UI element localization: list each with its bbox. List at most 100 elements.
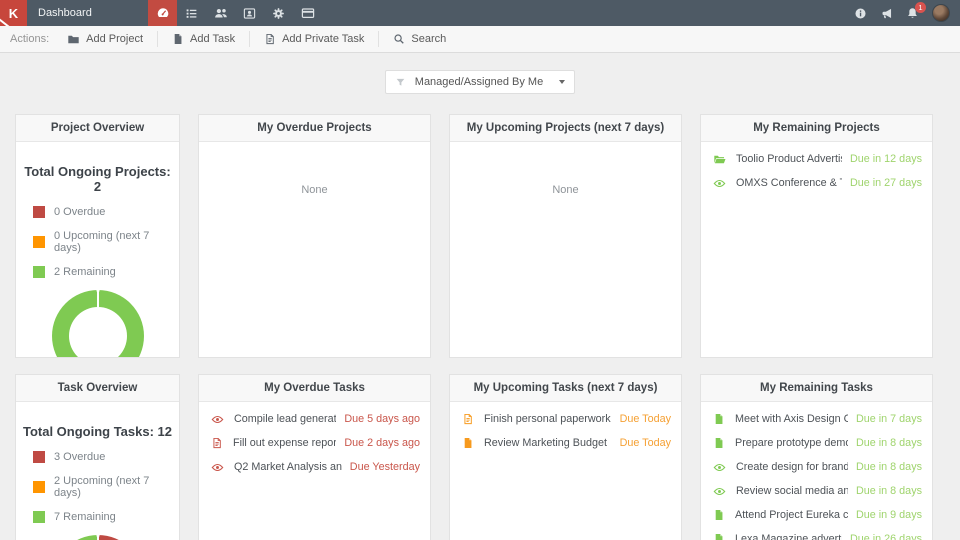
due-date: Due in 26 days (849, 533, 922, 540)
add-task-button[interactable]: Add Task (158, 26, 249, 52)
due-date: Due in 7 days (855, 413, 922, 425)
navbar-right: 1 (854, 1, 960, 22)
due-date: Due 2 days ago (344, 437, 420, 449)
task-row[interactable]: Create design for branding the Due in 8 … (701, 455, 932, 479)
gear-icon (272, 7, 285, 20)
due-date: Due Yesterday (349, 461, 420, 473)
app-logo[interactable]: K (0, 0, 27, 26)
legend-item-overdue: 0 Overdue (33, 206, 179, 218)
user-avatar[interactable] (932, 4, 950, 22)
task-row[interactable]: Finish personal paperwork Due Today (450, 407, 681, 431)
broadcast-button[interactable] (880, 7, 893, 20)
add-project-button[interactable]: Add Project (53, 26, 157, 52)
file-icon (713, 533, 725, 540)
file-icon (713, 509, 725, 521)
remaining-swatch (33, 266, 45, 278)
add-private-task-button[interactable]: Add Private Task (250, 26, 378, 52)
task-title: Q2 Market Analysis and Research Report (234, 461, 342, 473)
file-icon (172, 33, 184, 45)
panel-overdue-tasks: My Overdue Tasks Compile lead generation… (198, 374, 431, 540)
panel-project-overview: Project Overview Total Ongoing Projects:… (15, 114, 180, 358)
task-row[interactable]: Prepare prototype demonstration Due in 8… (701, 431, 932, 455)
filter-dropdown[interactable]: Managed/Assigned By Me (384, 70, 576, 94)
task-row[interactable]: Fill out expense report for San Diego tr… (199, 431, 430, 455)
task-title: Review Marketing Budget (484, 437, 608, 449)
nav-settings[interactable] (264, 0, 293, 26)
board-icon (301, 6, 315, 20)
total-tasks-label: Total Ongoing Tasks: 12 (22, 424, 173, 439)
add-private-task-label: Add Private Task (282, 33, 365, 45)
task-row[interactable]: Lexa Magazine advertising invoice Due in… (701, 527, 932, 540)
notifications-button[interactable]: 1 (906, 1, 926, 20)
main-nav (148, 0, 322, 26)
panel-upcoming-tasks: My Upcoming Tasks (next 7 days) Finish p… (449, 374, 682, 540)
task-title: Meet with Axis Design Co to review (735, 413, 848, 425)
empty-message: None (552, 184, 579, 196)
task-row[interactable]: Review Marketing Budget Due Today (450, 431, 681, 455)
actions-label: Actions: (10, 33, 50, 45)
panel-title: My Upcoming Tasks (next 7 days) (450, 375, 681, 402)
task-title: Attend Project Eureka conference (735, 509, 848, 521)
panel-task-overview: Task Overview Total Ongoing Tasks: 12 3 … (15, 374, 180, 540)
upcoming-swatch (33, 481, 45, 493)
info-icon (854, 7, 867, 20)
file-icon (462, 437, 474, 449)
task-row[interactable]: Attend Project Eureka conference Due in … (701, 503, 932, 527)
panel-title: My Remaining Tasks (701, 375, 932, 402)
info-button[interactable] (854, 7, 867, 20)
upcoming-swatch (33, 236, 45, 248)
file-icon (713, 413, 725, 425)
file-outline-icon (211, 437, 223, 449)
page-title[interactable]: Dashboard (38, 7, 92, 19)
task-legend: 3 Overdue 2 Upcoming (next 7 days) 7 Rem… (33, 451, 179, 523)
divider (378, 31, 380, 47)
top-navbar: K Dashboard 1 (0, 0, 960, 26)
panel-remaining-projects: My Remaining Projects Toolio Product Adv… (700, 114, 933, 358)
total-projects-label: Total Ongoing Projects: 2 (24, 164, 171, 194)
due-date: Due in 12 days (849, 153, 922, 165)
nav-board[interactable] (293, 0, 322, 26)
task-row[interactable]: Compile lead generation list and review … (199, 407, 430, 431)
project-row[interactable]: OMXS Conference & Trade Show Due in 27 d… (701, 171, 932, 195)
project-legend: 0 Overdue 0 Upcoming (next 7 days) 2 Rem… (33, 206, 179, 278)
folder-icon (67, 33, 80, 46)
nav-contacts[interactable] (235, 0, 264, 26)
due-date: Due Today (619, 437, 671, 449)
panel-title: My Upcoming Projects (next 7 days) (450, 115, 681, 142)
task-title: Lexa Magazine advertising invoice (735, 533, 842, 540)
legend-item-remaining: 7 Remaining (33, 511, 179, 523)
nav-projects-list[interactable] (177, 0, 206, 26)
panel-upcoming-projects: My Upcoming Projects (next 7 days) None (449, 114, 682, 358)
task-title: Compile lead generation list and review (234, 413, 337, 425)
legend-item-upcoming: 2 Upcoming (next 7 days) (33, 475, 179, 499)
filter-row: Managed/Assigned By Me (0, 70, 960, 94)
eye-icon (713, 177, 726, 190)
due-date: Due in 8 days (855, 437, 922, 449)
chevron-down-icon (559, 80, 566, 84)
task-row[interactable]: Q2 Market Analysis and Research Report D… (199, 455, 430, 479)
due-date: Due in 8 days (855, 485, 922, 497)
due-date: Due Today (619, 413, 671, 425)
funnel-icon (395, 77, 406, 88)
project-row[interactable]: Toolio Product Advertising Campaign Due … (701, 147, 932, 171)
actions-bar: Actions: Add Project Add Task Add Privat… (0, 26, 960, 53)
dashboard-gauge-icon (156, 6, 170, 20)
overdue-swatch (33, 451, 45, 463)
file-icon (713, 437, 725, 449)
nav-groups[interactable] (206, 0, 235, 26)
divider (249, 31, 251, 47)
due-date: Due in 9 days (855, 509, 922, 521)
task-row[interactable]: Review social media analytics and make D… (701, 479, 932, 503)
projects-donut-chart (51, 290, 144, 357)
logo-letter: K (8, 5, 19, 21)
search-label: Search (411, 33, 447, 45)
eye-icon (211, 413, 224, 426)
search-button[interactable]: Search (379, 26, 460, 52)
eye-icon (713, 461, 726, 474)
nav-dashboard[interactable] (148, 0, 177, 26)
dashboard-grid: Project Overview Total Ongoing Projects:… (0, 114, 960, 540)
contact-card-icon (243, 7, 256, 20)
legend-item-overdue: 3 Overdue (33, 451, 179, 463)
task-row[interactable]: Meet with Axis Design Co to review Due i… (701, 407, 932, 431)
filter-value: Managed/Assigned By Me (414, 76, 544, 88)
